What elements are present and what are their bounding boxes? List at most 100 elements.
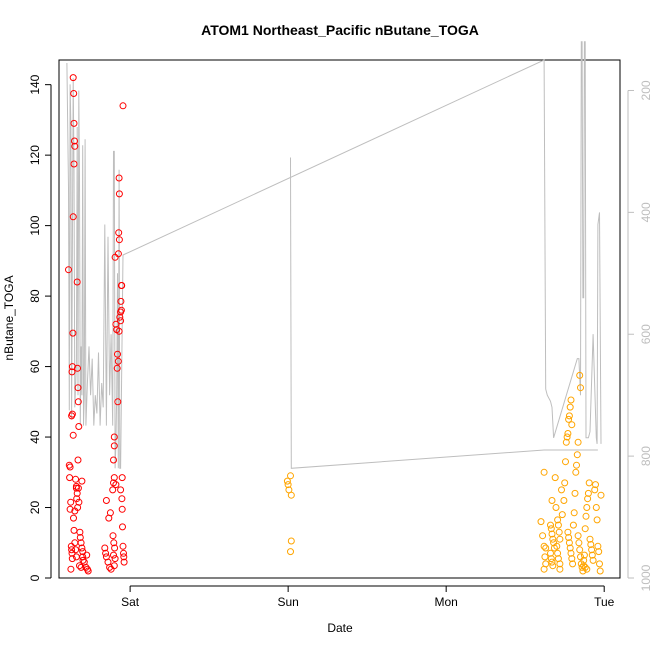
data-point — [568, 421, 576, 429]
data-point — [569, 521, 577, 529]
data-point — [110, 539, 118, 547]
data-point — [69, 213, 77, 221]
data-point — [75, 423, 83, 430]
x-tick-label: Sun — [277, 595, 298, 609]
data-point — [540, 565, 548, 573]
data-point — [554, 516, 562, 524]
data-point — [69, 431, 77, 439]
data-point — [561, 479, 569, 487]
data-point — [542, 544, 550, 552]
data-point — [71, 137, 78, 145]
data-point — [553, 542, 561, 550]
data-point — [117, 317, 125, 325]
y2-tick-label: 1000 — [639, 564, 650, 591]
data-point — [110, 442, 118, 450]
chart-title: ATOM1 Northeast_Pacific nButane_TOGA — [201, 22, 479, 38]
data-point — [114, 350, 121, 358]
data-point — [76, 562, 83, 570]
data-point — [564, 430, 572, 437]
data-point — [556, 560, 564, 568]
data-point — [558, 486, 565, 494]
data-point — [583, 504, 591, 511]
data-point — [551, 474, 559, 482]
data-point — [72, 546, 80, 554]
data-point — [71, 539, 79, 547]
data-point — [571, 489, 579, 497]
data-point — [574, 532, 582, 540]
y-tick-label: 60 — [28, 360, 42, 374]
data-point — [115, 236, 123, 244]
data-point — [573, 461, 580, 469]
y2-tick-label: 800 — [639, 446, 650, 466]
data-point — [115, 229, 123, 237]
data-point — [79, 556, 87, 564]
data-point — [581, 525, 589, 533]
data-point — [579, 567, 587, 575]
data-point — [110, 433, 118, 441]
data-point — [74, 398, 82, 406]
data-point — [565, 539, 573, 547]
data-point — [578, 563, 586, 571]
data-point — [554, 549, 562, 557]
data-point — [573, 451, 581, 459]
x-axis: Sat Sun Mon Tue — [121, 585, 615, 609]
data-point — [83, 551, 91, 559]
data-point — [119, 542, 127, 550]
data-point — [547, 549, 554, 557]
data-point — [570, 509, 578, 517]
data-point — [117, 486, 125, 494]
data-point — [568, 555, 576, 563]
data-point — [592, 481, 599, 489]
data-point — [556, 535, 564, 543]
data-point — [70, 160, 78, 168]
data-point — [116, 313, 124, 321]
data-point — [119, 102, 127, 110]
data-point — [66, 463, 74, 471]
data-point — [112, 320, 120, 328]
data-point — [589, 556, 597, 564]
data-point — [115, 327, 123, 335]
y2-tick-label: 400 — [639, 202, 650, 222]
x-axis-label: Date — [327, 621, 353, 635]
data-point — [539, 532, 547, 540]
data-point — [68, 546, 76, 554]
data-point — [115, 190, 123, 198]
data-point — [576, 371, 584, 379]
y2-tick-label: 200 — [639, 80, 650, 100]
data-point — [68, 555, 76, 563]
data-point — [74, 364, 81, 372]
data-point — [111, 544, 119, 552]
data-point — [117, 297, 125, 305]
data-point — [540, 468, 548, 476]
data-point — [548, 497, 556, 504]
data-point — [580, 551, 588, 559]
data-point — [120, 553, 128, 561]
data-point — [67, 542, 75, 550]
data-point — [73, 278, 81, 286]
data-point — [564, 528, 572, 536]
data-point — [70, 90, 78, 97]
data-point — [566, 544, 574, 552]
data-point — [120, 549, 127, 557]
data-point — [283, 477, 291, 485]
data-point — [580, 556, 588, 564]
data-point — [111, 555, 119, 563]
data-point — [554, 521, 562, 529]
data-point — [67, 565, 75, 573]
data-point — [548, 530, 556, 538]
data-point — [592, 504, 600, 511]
data-point — [572, 468, 580, 476]
data-point — [569, 560, 577, 568]
data-point — [584, 489, 592, 497]
data-point — [84, 567, 92, 575]
data-point — [563, 433, 571, 441]
data-point — [117, 306, 125, 314]
y-tick-label: 0 — [28, 574, 42, 581]
points-layer — [65, 74, 605, 575]
data-point — [77, 539, 85, 547]
data-point — [114, 357, 122, 365]
data-point — [588, 546, 596, 554]
data-point — [70, 119, 78, 127]
data-point — [69, 74, 77, 82]
data-point — [74, 484, 82, 492]
